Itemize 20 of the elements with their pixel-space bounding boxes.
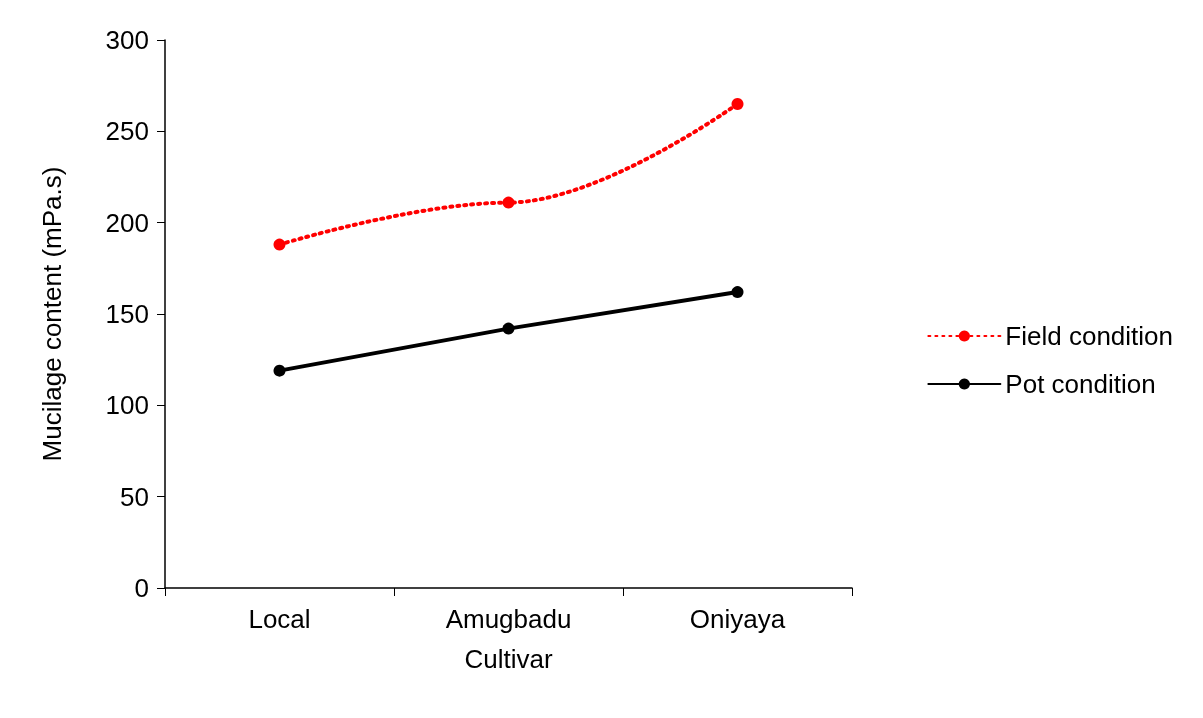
point (273, 238, 286, 251)
x-tick-label: Oniyaya (689, 604, 786, 634)
point (731, 97, 744, 110)
point (731, 286, 744, 299)
y-tick-label: 250 (105, 116, 149, 147)
point (502, 322, 515, 335)
legend-label: Pot condition (1005, 369, 1156, 399)
y-tick-label: 50 (120, 481, 149, 512)
point (273, 364, 286, 377)
y-tick-label: 300 (105, 25, 149, 55)
x-tick-label: Amugbadu (445, 604, 572, 634)
legend-label: Field condition (1005, 321, 1173, 351)
y-axis-title: Mucilage content (mPa.s) (37, 166, 67, 462)
x-axis-title: Cultivar (464, 644, 553, 674)
x-tick-label: Local (248, 604, 311, 634)
y-tick-label: 200 (105, 207, 149, 238)
y-tick-label: 150 (105, 299, 149, 329)
y-tick-label: 0 (134, 573, 149, 603)
point (502, 196, 515, 209)
y-tick-label: 100 (105, 390, 149, 421)
